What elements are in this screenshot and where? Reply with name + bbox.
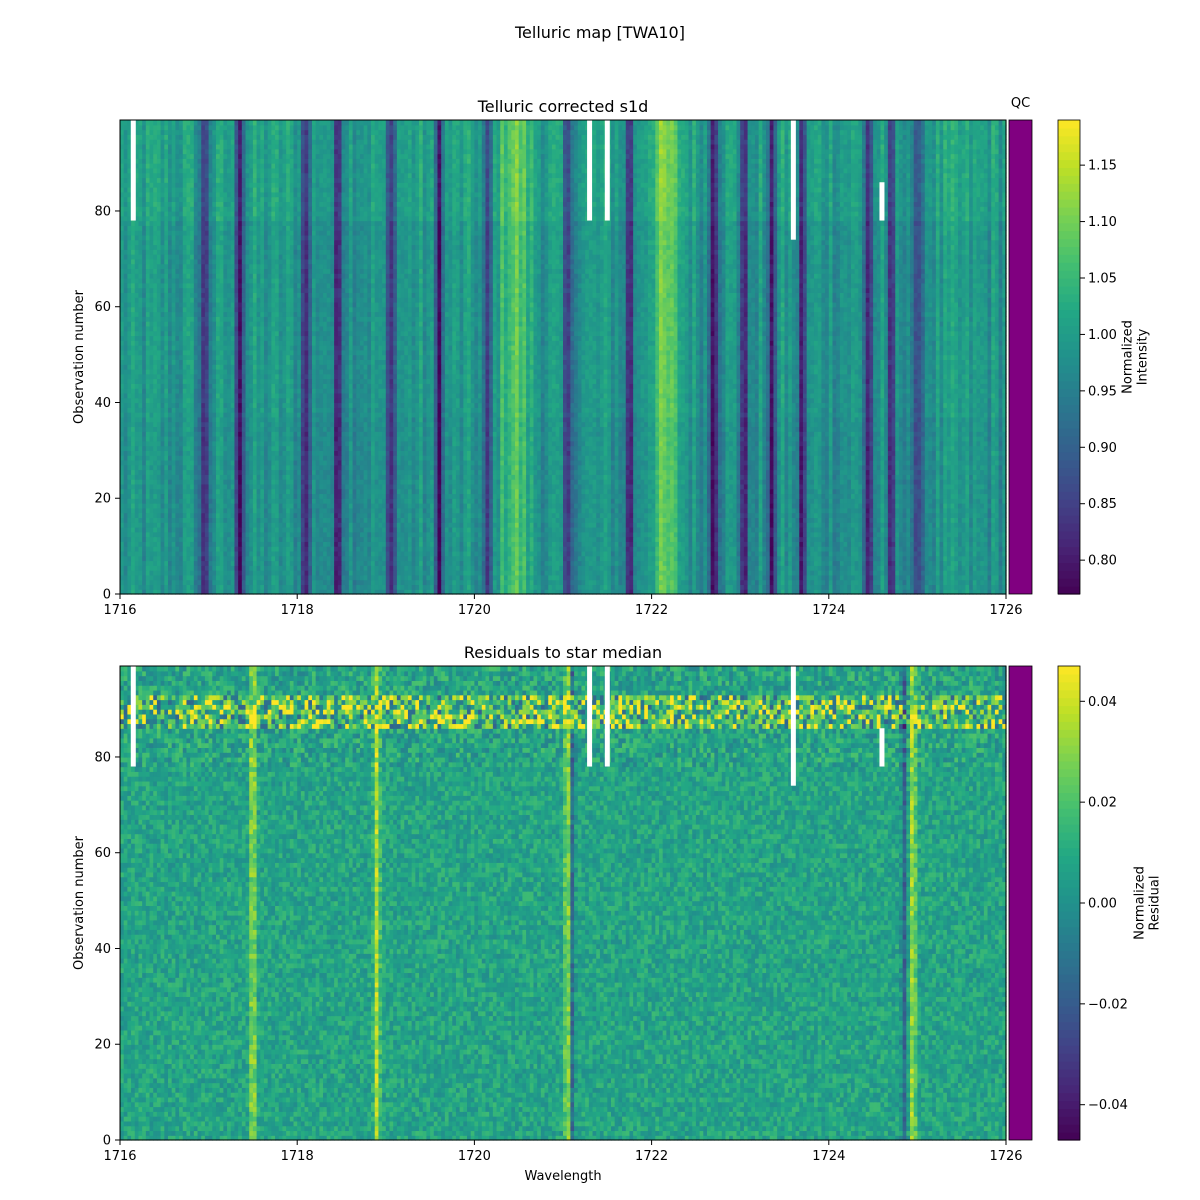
figure-title: Telluric map [TWA10] xyxy=(514,23,685,42)
heatmap-cells xyxy=(120,120,1007,595)
masked-column xyxy=(791,666,796,786)
y-tick-label: 60 xyxy=(94,846,111,861)
colorbar-tick-label: 0.85 xyxy=(1088,497,1117,512)
colorbar-tick-label: 0.95 xyxy=(1088,384,1117,399)
colorbar-label: Intensity xyxy=(1136,328,1151,385)
qc-label: QC xyxy=(1011,96,1030,111)
masked-column xyxy=(131,666,136,767)
colorbar-label: Residual xyxy=(1148,876,1163,931)
y-tick-label: 80 xyxy=(94,204,111,219)
masked-column xyxy=(131,120,136,221)
x-tick-label: 1722 xyxy=(635,1149,668,1164)
x-tick-label: 1722 xyxy=(635,603,668,618)
masked-column xyxy=(879,182,884,220)
colorbar-tick-label: 1.00 xyxy=(1088,328,1117,343)
colorbar-tick-label: −0.02 xyxy=(1088,997,1128,1012)
y-tick-label: 80 xyxy=(94,750,111,765)
colorbar-tick-label: 0.04 xyxy=(1088,695,1117,710)
colorbar: −0.04 −0.02 0.00 0.02 0.04 Normalized Residual xyxy=(1058,666,1163,1141)
y-tick-label: 20 xyxy=(94,492,111,507)
heatmap-cells xyxy=(120,666,1007,1141)
masked-column xyxy=(605,120,610,221)
masked-column xyxy=(791,120,796,240)
qc-strip xyxy=(1009,666,1032,1140)
colorbar-tick-label: 0.02 xyxy=(1088,796,1117,811)
x-tick-label: 1718 xyxy=(281,1149,314,1164)
x-tick-label: 1716 xyxy=(103,603,136,618)
y-tick-label: 40 xyxy=(94,942,111,957)
colorbar-label: Normalized xyxy=(1121,320,1136,394)
masked-column xyxy=(587,666,592,767)
masked-column xyxy=(587,120,592,221)
colorbar-tick-label: 0.00 xyxy=(1088,897,1117,912)
colorbar-tick-label: −0.04 xyxy=(1088,1098,1128,1113)
x-tick-label: 1726 xyxy=(989,603,1022,618)
y-axis-label: Observation number xyxy=(72,835,87,970)
x-tick-label: 1716 xyxy=(103,1149,136,1164)
panel-title: Residuals to star median xyxy=(464,643,662,662)
panel-telluric-corrected: Telluric corrected s1d 1716 1718 1720 1722 17… xyxy=(72,96,1151,618)
colorbar-tick-label: 0.80 xyxy=(1088,554,1117,569)
panel-residuals: Residuals to star median 1716 1718 1720 1722… xyxy=(72,643,1163,1184)
colorbar-tick-label: 1.15 xyxy=(1088,159,1117,174)
colorbar-label: Normalized xyxy=(1133,866,1148,940)
x-axis-label: Wavelength xyxy=(524,1169,601,1184)
qc-strip xyxy=(1009,120,1032,594)
x-tick-label: 1726 xyxy=(989,1149,1022,1164)
colorbar-tick-label: 0.90 xyxy=(1088,441,1117,456)
x-tick-label: 1724 xyxy=(812,1149,845,1164)
x-tick-label: 1718 xyxy=(281,603,314,618)
y-tick-label: 0 xyxy=(103,1134,111,1149)
y-tick-label: 60 xyxy=(94,300,111,315)
x-tick-label: 1724 xyxy=(812,603,845,618)
masked-column xyxy=(879,728,884,766)
masked-column xyxy=(605,666,610,767)
x-tick-label: 1720 xyxy=(458,603,491,618)
y-axis-label: Observation number xyxy=(72,289,87,424)
x-tick-label: 1720 xyxy=(458,1149,491,1164)
y-tick-label: 40 xyxy=(94,396,111,411)
y-tick-label: 20 xyxy=(94,1038,111,1053)
y-tick-label: 0 xyxy=(103,588,111,603)
colorbar-tick-label: 1.10 xyxy=(1088,215,1117,230)
colorbar-tick-label: 1.05 xyxy=(1088,272,1117,287)
panel-title: Telluric corrected s1d xyxy=(477,97,649,116)
colorbar: 0.80 0.85 0.90 0.95 1.00 1.05 1.10 1.15 Normaliz… xyxy=(1058,120,1151,595)
